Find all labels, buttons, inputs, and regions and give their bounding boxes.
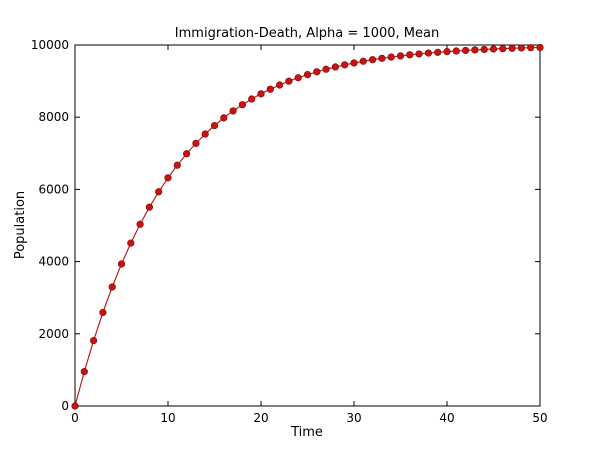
x-axis-label: Time xyxy=(290,425,323,440)
data-point xyxy=(527,44,535,52)
data-point xyxy=(303,71,312,79)
data-point xyxy=(378,54,386,62)
data-point xyxy=(396,52,405,60)
chart-title: Immigration-Death, Alpha = 1000, Mean xyxy=(175,26,439,41)
data-point xyxy=(434,48,442,56)
data-point xyxy=(406,51,414,59)
x-tick-label: 20 xyxy=(253,411,268,425)
data-point xyxy=(210,121,219,130)
data-point xyxy=(294,74,302,82)
x-tick-label: 50 xyxy=(532,411,547,425)
data-point xyxy=(173,161,181,169)
data-point xyxy=(350,59,358,67)
data-point xyxy=(341,61,349,69)
plot-area xyxy=(71,43,544,410)
data-point xyxy=(164,174,172,182)
data-point xyxy=(183,150,191,158)
data-point xyxy=(322,65,330,73)
series-line xyxy=(74,46,541,407)
data-point xyxy=(201,130,209,138)
y-tick-label: 2000 xyxy=(38,327,69,341)
data-point xyxy=(238,101,246,109)
axis-ticks xyxy=(74,44,541,407)
data-point xyxy=(145,203,153,211)
series-layer xyxy=(71,43,544,410)
data-point xyxy=(452,47,460,55)
data-point xyxy=(471,46,479,54)
data-point xyxy=(99,308,107,317)
data-point xyxy=(499,45,507,53)
data-point xyxy=(424,49,433,57)
data-point xyxy=(443,48,451,56)
data-point xyxy=(369,56,377,64)
plot-frame xyxy=(74,44,541,407)
data-point xyxy=(127,239,135,247)
y-tick-label: 6000 xyxy=(38,182,69,196)
data-point xyxy=(229,107,237,115)
data-point xyxy=(276,81,284,89)
data-point xyxy=(285,77,293,85)
data-point xyxy=(136,220,144,228)
x-tick-label: 40 xyxy=(439,411,454,425)
tick-labels: 0 10 20 30 40 50 0 2000 4000 6000 8000 10000 xyxy=(31,38,548,425)
data-point xyxy=(220,114,228,122)
data-point xyxy=(313,68,321,76)
data-point xyxy=(480,45,488,54)
data-point xyxy=(415,50,423,58)
data-point xyxy=(359,57,367,65)
data-point xyxy=(192,139,200,147)
data-point xyxy=(89,336,98,345)
y-tick-label: 8000 xyxy=(38,110,69,124)
y-axis-label: Population xyxy=(13,191,28,259)
data-point xyxy=(331,63,340,71)
data-point xyxy=(508,44,516,52)
data-point xyxy=(117,260,126,268)
data-point xyxy=(248,95,256,103)
data-point xyxy=(462,46,470,55)
data-point xyxy=(536,43,544,52)
data-point xyxy=(266,85,274,93)
y-tick-label: 10000 xyxy=(31,38,69,52)
data-point xyxy=(257,90,265,98)
data-point xyxy=(71,402,79,410)
data-point xyxy=(387,53,395,61)
data-point xyxy=(489,45,498,53)
x-tick-label: 10 xyxy=(160,411,175,425)
data-point xyxy=(517,44,526,52)
x-tick-label: 0 xyxy=(71,411,79,425)
data-point xyxy=(80,368,88,376)
y-tick-label: 4000 xyxy=(38,255,69,269)
data-point xyxy=(108,283,116,291)
y-tick-label: 0 xyxy=(61,399,69,413)
data-point xyxy=(155,188,163,196)
x-tick-label: 30 xyxy=(346,411,361,425)
